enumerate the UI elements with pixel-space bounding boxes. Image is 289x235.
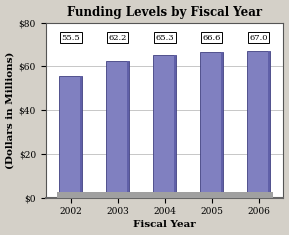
Bar xyxy=(153,55,176,198)
Bar xyxy=(127,61,129,198)
Text: 66.6: 66.6 xyxy=(202,34,221,42)
Bar xyxy=(106,61,129,198)
Title: Funding Levels by Fiscal Year: Funding Levels by Fiscal Year xyxy=(67,6,262,19)
Text: 65.3: 65.3 xyxy=(155,34,174,42)
X-axis label: Fiscal Year: Fiscal Year xyxy=(133,220,196,229)
Bar xyxy=(80,76,82,198)
Bar xyxy=(57,192,273,198)
Bar xyxy=(268,51,270,198)
Text: 55.5: 55.5 xyxy=(61,34,80,42)
Text: 67.0: 67.0 xyxy=(249,34,268,42)
Bar xyxy=(221,52,223,198)
Bar xyxy=(200,52,223,198)
Text: 62.2: 62.2 xyxy=(108,34,127,42)
Bar xyxy=(247,51,270,198)
Bar xyxy=(175,55,176,198)
Bar xyxy=(59,76,82,198)
Y-axis label: (Dollars in Millions): (Dollars in Millions) xyxy=(5,51,14,169)
